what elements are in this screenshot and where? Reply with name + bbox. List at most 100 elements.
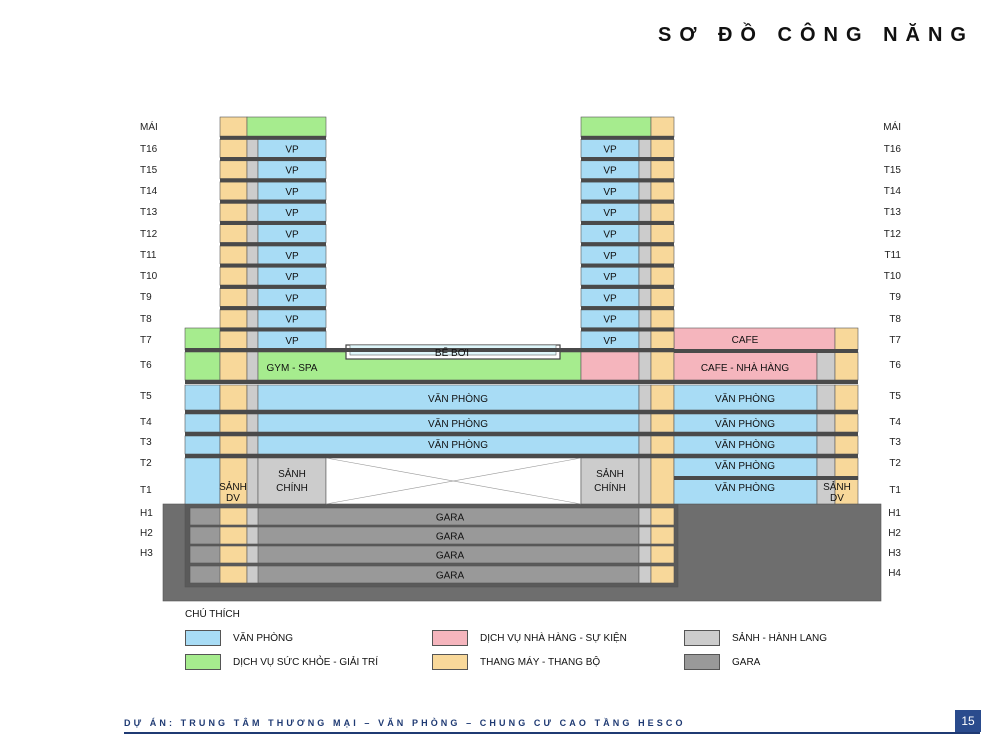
floor-slab	[581, 221, 674, 225]
lobby-block	[638, 457, 652, 505]
core-right-block	[834, 457, 859, 479]
core-right-block	[650, 181, 675, 201]
floor-slab	[185, 410, 858, 414]
core-right-block	[834, 351, 859, 381]
legend-item-restaurant: DỊCH VỤ NHÀ HÀNG - SỰ KIỆN	[432, 630, 627, 646]
core-left-block	[219, 202, 248, 222]
vp-label-right: VP	[603, 251, 617, 262]
cafe-label: CAFE	[732, 335, 759, 346]
lobby-block	[816, 351, 836, 381]
level-label-left: H1	[140, 508, 153, 519]
level-label-right: T15	[884, 165, 902, 176]
core-right-block	[834, 435, 859, 455]
lobby-block	[246, 457, 259, 505]
space-blocks	[184, 116, 859, 584]
floor-slab	[220, 157, 326, 162]
floor-slab	[674, 476, 858, 480]
lobby-block	[638, 266, 652, 286]
office-block	[184, 435, 221, 455]
lobby-block	[638, 181, 652, 201]
floor-slab	[220, 306, 326, 311]
level-label-left: T11	[140, 250, 157, 261]
floor-slab	[581, 284, 674, 289]
core-right-block	[650, 116, 675, 138]
vp-label-right: VP	[603, 272, 617, 283]
floor-slab	[581, 135, 674, 140]
service-lobby-label: SẢNH	[823, 480, 851, 493]
lobby-block	[246, 330, 259, 350]
level-label-right: T2	[889, 458, 901, 469]
core-left-block	[219, 288, 248, 307]
core-right-block	[650, 288, 675, 307]
lobby-block	[816, 435, 836, 455]
core-right-block	[834, 413, 859, 433]
level-label-right: T11	[885, 250, 902, 261]
core-left-block	[219, 526, 248, 545]
vp-label-left: VP	[285, 166, 299, 177]
roof-garden-right	[580, 116, 652, 138]
lobby-block	[638, 330, 652, 350]
legend-swatch-health	[185, 654, 221, 670]
level-label-left: T9	[140, 292, 152, 303]
level-label-right: H3	[888, 548, 901, 559]
core-right-block	[650, 413, 675, 433]
gara-label: GARA	[436, 571, 465, 582]
legend-label: THANG MÁY - THANG BỘ	[480, 656, 601, 668]
level-label-right: T4	[889, 417, 901, 428]
level-label-left: T12	[140, 229, 158, 240]
core-right-block	[650, 435, 675, 455]
core-right-block	[650, 160, 675, 179]
core-left-block	[219, 457, 248, 505]
legend-label: SẢNH - HÀNH LANG	[732, 632, 828, 644]
legend-item-office: VĂN PHÒNG	[185, 630, 293, 646]
lobby-block	[638, 507, 652, 526]
level-label-right: T1	[889, 485, 901, 496]
void-cross-line	[325, 457, 582, 505]
footer-rule	[124, 732, 980, 734]
floor-slab	[581, 242, 674, 247]
vp-label-left: VP	[285, 230, 299, 241]
core-right-block	[650, 330, 675, 350]
vp-label-left: VP	[285, 208, 299, 219]
level-label-left: T16	[140, 144, 158, 155]
vp-label-right: VP	[603, 166, 617, 177]
core-right-block	[650, 245, 675, 265]
core-left-block	[219, 266, 248, 286]
floor-slab	[185, 348, 674, 352]
main-lobby-label: SẢNH	[278, 467, 306, 480]
floor-slab	[220, 178, 326, 183]
lobby-block	[638, 309, 652, 329]
level-label-right: T13	[884, 207, 902, 218]
lobby-block	[638, 288, 652, 307]
office-block	[184, 384, 221, 411]
lobby-block	[638, 224, 652, 243]
legend-label: DỊCH VỤ SỨC KHỎE - GIẢI TRÍ	[233, 656, 379, 668]
core-left-block	[219, 224, 248, 243]
core-right-block	[650, 384, 675, 411]
lobby-block	[816, 413, 836, 433]
office-label: VĂN PHÒNG	[428, 438, 488, 451]
floor-slab	[220, 199, 326, 204]
gara-label: GARA	[436, 532, 465, 543]
core-left-block	[219, 139, 248, 158]
lobby-block	[246, 413, 259, 433]
office-label: VĂN PHÒNG	[715, 438, 775, 451]
core-right-block	[650, 565, 675, 584]
core-right-block	[650, 139, 675, 158]
roof-garden-left	[246, 116, 327, 138]
core-left-block	[219, 351, 248, 381]
level-label-right: T16	[884, 144, 902, 155]
vp-label-right: VP	[603, 315, 617, 326]
lobby-block	[638, 160, 652, 179]
lobby-block	[638, 526, 652, 545]
legend-item-health: DỊCH VỤ SỨC KHỎE - GIẢI TRÍ	[185, 654, 378, 670]
core-left-block	[219, 309, 248, 329]
core-left-block	[219, 245, 248, 265]
lobby-block	[638, 413, 652, 433]
floor-slab	[220, 284, 326, 289]
core-right-block	[650, 309, 675, 329]
level-label-right: H4	[888, 568, 901, 579]
level-label-right: T6	[889, 360, 901, 371]
floor-level-labels: MÁI T16 T15 T14 T13 T12 T11 T10 T9 T8 T7 T6 T5 T4 T3 T2…	[140, 120, 901, 579]
lobby-block	[246, 288, 259, 307]
